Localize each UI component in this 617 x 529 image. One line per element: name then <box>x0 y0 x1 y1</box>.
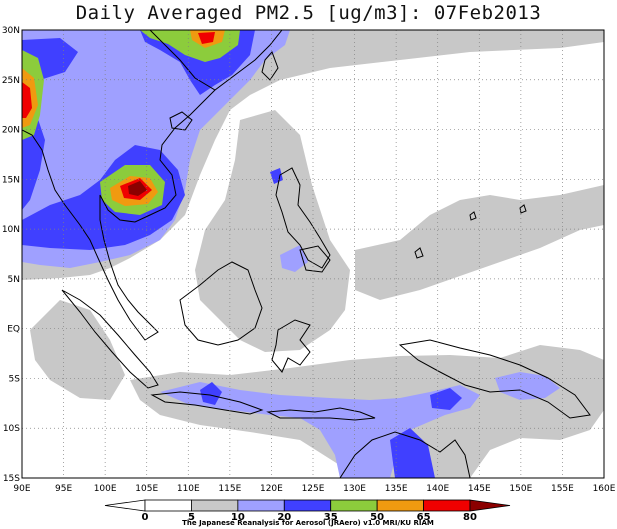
lat-label: 20N <box>2 126 20 136</box>
colorbar-level-label: 35 <box>324 512 338 523</box>
colorbar-box <box>283 499 332 512</box>
field-blue-islet <box>270 168 283 184</box>
field-blue-java <box>200 382 222 405</box>
lat-label: 25N <box>2 76 20 86</box>
graticule <box>22 30 604 478</box>
colorbar-box <box>330 499 378 512</box>
lat-label: 10S <box>3 424 20 434</box>
lon-label: 160E <box>593 484 616 494</box>
lon-label: 150E <box>509 484 532 494</box>
longitude-labels: 90E 95E 100E 105E 110E 115E 120E 125E 130E 135E 14… <box>13 484 615 494</box>
lat-label: 15N <box>2 175 20 185</box>
colorbar-level-label: 20 <box>277 512 291 523</box>
coast-borneo <box>179 261 263 346</box>
field-lightblue-east <box>495 372 560 400</box>
coast-mindanao <box>299 245 331 273</box>
map-title: Daily Averaged PM2.5 [ug/m3]: 07Feb2013 <box>75 2 542 24</box>
field-lightblue-south <box>160 382 480 478</box>
colorbar <box>104 499 511 512</box>
lon-label: 135E <box>385 484 408 494</box>
colorbar-level-label: 50 <box>370 512 384 523</box>
colorbar-box <box>376 499 424 512</box>
field-gray-central <box>195 110 350 352</box>
coast-sumatra <box>61 289 159 389</box>
lon-label: 155E <box>551 484 574 494</box>
colorbar-box <box>423 499 471 512</box>
field-blue-timor <box>390 428 435 478</box>
lon-label: 140E <box>426 484 449 494</box>
colorbar-upper-triangle <box>469 499 511 512</box>
lat-label: 30N <box>2 26 20 36</box>
coast-newguinea <box>398 339 591 419</box>
lat-label: 5N <box>8 275 20 285</box>
colorbar-level-label: 80 <box>463 512 477 523</box>
coast-asia-mainland <box>22 30 283 341</box>
field-darkred-indochina <box>128 181 147 196</box>
field-red-west <box>22 82 32 118</box>
colorbar-box <box>237 499 285 512</box>
coast-java <box>150 391 264 415</box>
lon-label: 130E <box>343 484 366 494</box>
coast-islets-pacific <box>414 204 527 259</box>
lon-label: 105E <box>135 484 158 494</box>
lon-label: 95E <box>55 484 72 494</box>
lon-label: 145E <box>468 484 491 494</box>
lon-label: 110E <box>177 484 200 494</box>
lat-label: EQ <box>7 325 20 335</box>
colorbar-labels: 0 5 10 20 35 50 65 80 <box>142 512 477 523</box>
field-red-north <box>198 32 215 44</box>
colorbar-box <box>144 499 192 512</box>
colorbar-level-label: 5 <box>188 512 195 523</box>
coast-philippines <box>275 167 331 269</box>
lon-label: 90E <box>13 484 30 494</box>
latitude-labels: 30N 25N 20N 15N 10N 5N EQ 5S 10S 15S <box>2 26 20 484</box>
lon-label: 115E <box>218 484 241 494</box>
colorbar-level-label: 10 <box>231 512 245 523</box>
map-frame <box>21 29 605 479</box>
lat-label: 10N <box>2 225 20 235</box>
field-blue-banda <box>430 388 462 410</box>
lat-label: 5S <box>9 374 21 384</box>
colorbar-level-label: 0 <box>142 512 149 523</box>
lat-label: 15S <box>3 474 20 484</box>
colorbar-lower-triangle <box>104 499 146 512</box>
credit-text: The Japanese Reanalysis for Aerosol (JRA… <box>182 519 434 527</box>
coast-lesser-sunda <box>266 407 376 421</box>
colorbar-box <box>191 499 239 512</box>
field-gray-sw <box>30 300 125 400</box>
lon-label: 100E <box>94 484 117 494</box>
coastlines <box>22 30 591 478</box>
coast-sulawesi <box>271 319 311 373</box>
coast-taiwan <box>261 51 279 81</box>
coast-hainan <box>169 111 193 131</box>
lon-label: 120E <box>260 484 283 494</box>
lon-label: 125E <box>302 484 325 494</box>
coast-australia <box>339 431 471 478</box>
colorbar-level-label: 65 <box>417 512 431 523</box>
